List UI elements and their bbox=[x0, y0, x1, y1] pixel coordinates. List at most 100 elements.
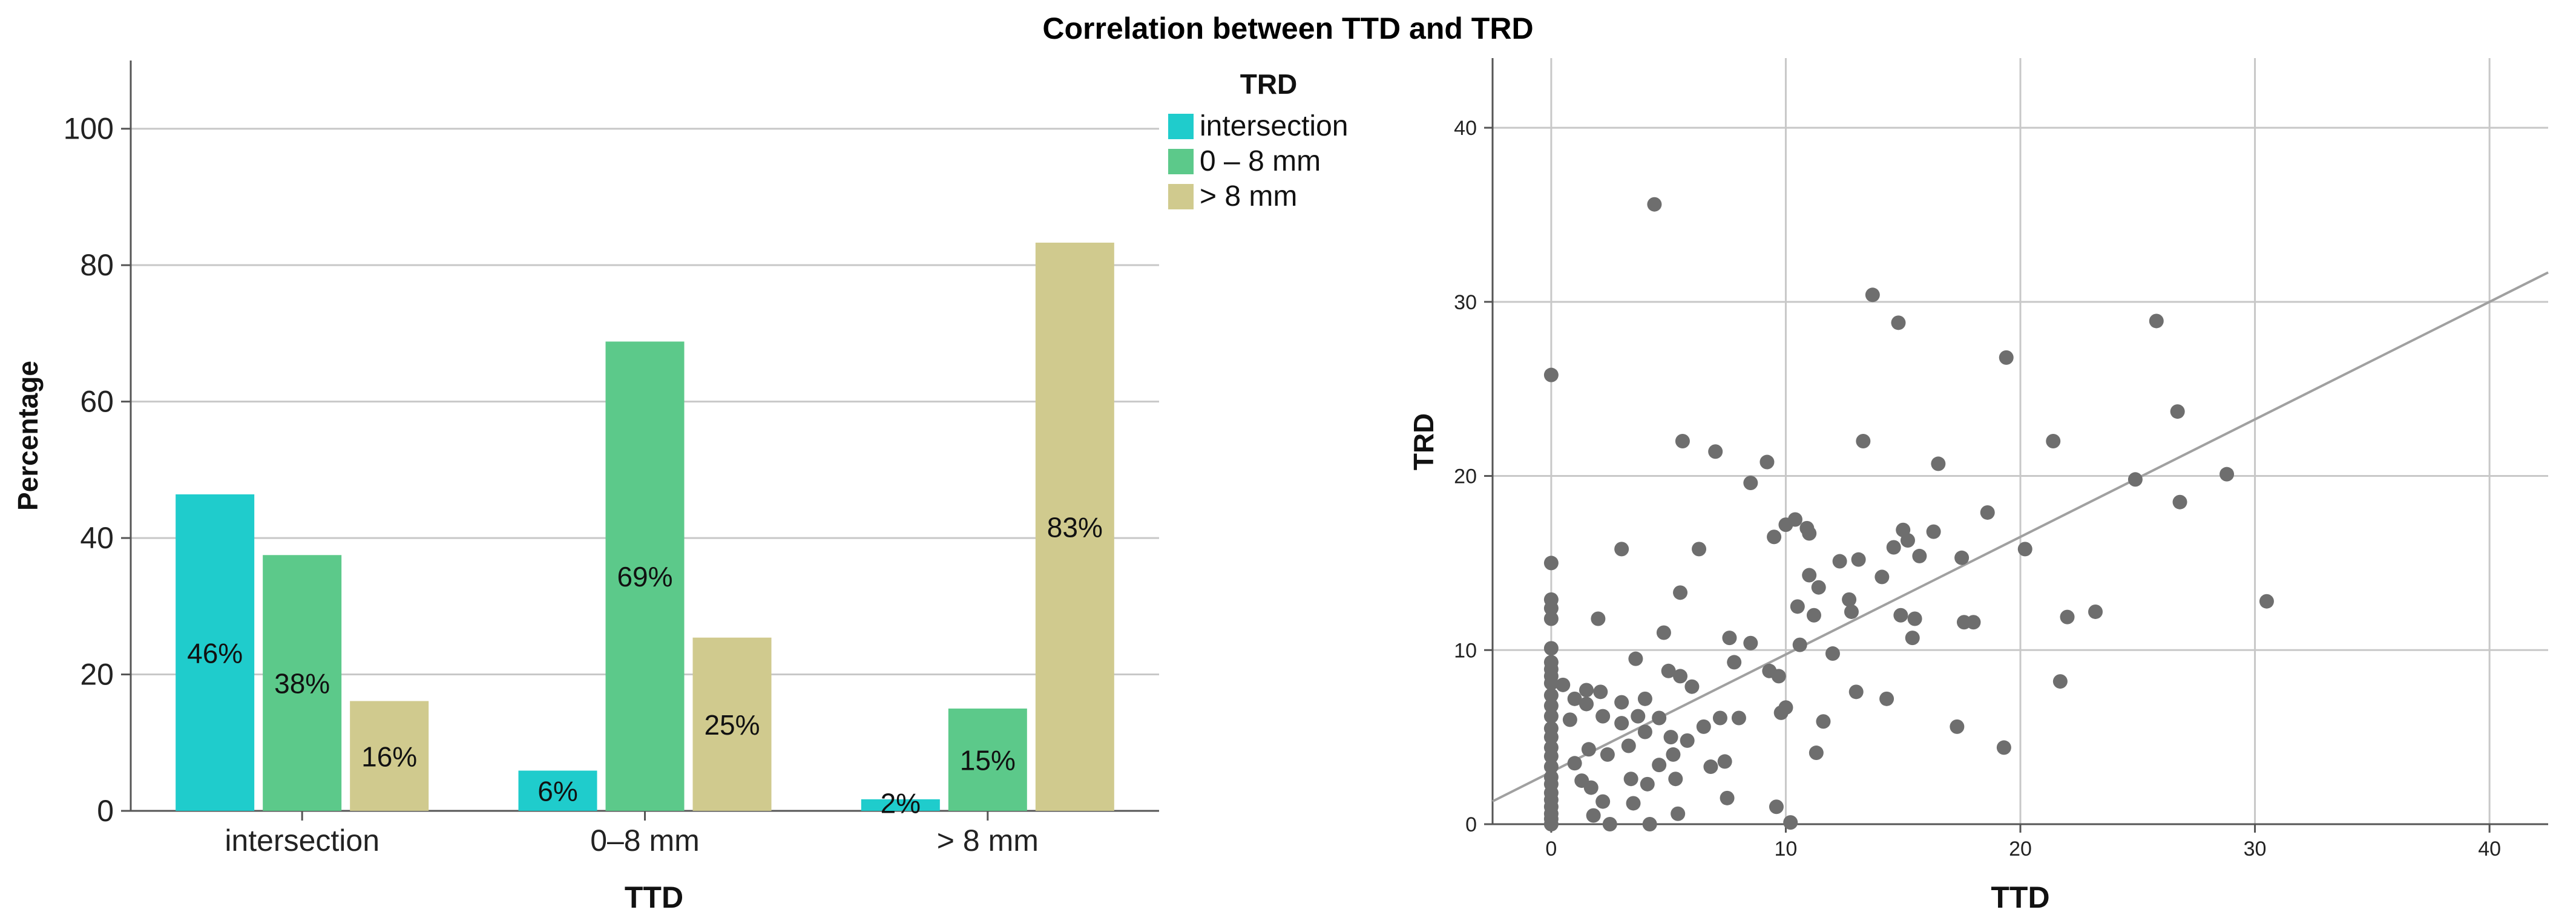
scatter-point bbox=[1543, 709, 1559, 724]
x-tick-label: 10 bbox=[1775, 837, 1798, 860]
scatter-point bbox=[1543, 698, 1559, 713]
scatter-point bbox=[1712, 710, 1727, 726]
scatter-point bbox=[1579, 696, 1594, 712]
scatter-point bbox=[2052, 674, 2068, 689]
scatter-point bbox=[1999, 350, 2014, 365]
scatter-point bbox=[1980, 505, 1995, 520]
scatter-point bbox=[1614, 716, 1629, 731]
scatter-point bbox=[1684, 679, 1700, 694]
scatter-point bbox=[1856, 434, 1871, 448]
scatter-point bbox=[1802, 568, 1817, 583]
scatter-point bbox=[1562, 712, 1577, 727]
bar bbox=[263, 555, 342, 811]
scatter-point bbox=[1543, 688, 1559, 703]
y-tick-label: 20 bbox=[1454, 465, 1477, 488]
scatter-point bbox=[1579, 683, 1594, 698]
bar-data-label: 83% bbox=[1047, 511, 1103, 543]
scatter-point bbox=[1893, 608, 1908, 623]
scatter-point bbox=[2149, 313, 2164, 329]
scatter-point bbox=[1637, 724, 1652, 739]
scatter-point bbox=[1996, 740, 2011, 755]
scatter-point bbox=[1543, 641, 1559, 656]
scatter-point bbox=[2060, 609, 2075, 624]
bar bbox=[948, 708, 1027, 811]
scatter-point bbox=[1621, 738, 1636, 753]
scatter-point bbox=[1886, 540, 1901, 555]
y-tick-label: 60 bbox=[80, 385, 114, 419]
legend-label: 0 – 8 mm bbox=[1200, 145, 1321, 177]
y-tick-label: 100 bbox=[64, 112, 114, 146]
scatter-point bbox=[1543, 556, 1559, 571]
scatter-point bbox=[1600, 747, 1615, 762]
scatter-point bbox=[1567, 691, 1582, 706]
scatter-point bbox=[1879, 691, 1894, 706]
legend-swatch bbox=[1168, 184, 1194, 209]
scatter-point bbox=[1543, 730, 1559, 745]
scatter-point bbox=[1844, 604, 1859, 619]
scatter-point bbox=[1848, 684, 1864, 700]
scatter-point bbox=[1950, 719, 1965, 734]
scatter-point bbox=[1656, 625, 1671, 640]
scatter-point bbox=[1717, 754, 1732, 769]
scatter-point bbox=[1842, 592, 1857, 607]
bar-data-label: 15% bbox=[960, 744, 1016, 776]
legend-title: TRD bbox=[1240, 68, 1298, 100]
scatter-point bbox=[1543, 367, 1559, 382]
scatter-point bbox=[1640, 776, 1655, 792]
scatter-point bbox=[1583, 780, 1598, 795]
scatter-point bbox=[1851, 552, 1866, 567]
x-axis-title: TTD bbox=[1991, 880, 2049, 914]
x-tick-label: > 8 mm bbox=[937, 824, 1039, 857]
x-tick-label: 30 bbox=[2244, 837, 2267, 860]
x-tick-label: 20 bbox=[2009, 837, 2032, 860]
bar bbox=[861, 799, 940, 811]
scatter-point bbox=[1760, 454, 1775, 470]
scatter-point bbox=[1543, 675, 1559, 690]
scatter-point bbox=[2128, 472, 2143, 487]
scatter-point bbox=[1806, 608, 1821, 623]
scatter-point bbox=[1905, 631, 1920, 646]
scatter-point bbox=[1591, 611, 1606, 626]
x-tick-label: 40 bbox=[2478, 837, 2501, 860]
scatter-point bbox=[1614, 695, 1629, 710]
scatter-point bbox=[2259, 594, 2274, 609]
scatter-point bbox=[2172, 494, 2187, 510]
scatter-point bbox=[2088, 604, 2103, 619]
scatter-point bbox=[1595, 794, 1611, 809]
scatter-point bbox=[1543, 601, 1559, 616]
scatter-point bbox=[1543, 749, 1559, 764]
scatter-point bbox=[1743, 476, 1758, 491]
scatter-point bbox=[1926, 524, 1941, 539]
chart-title: Correlation between TTD and TRD bbox=[1042, 11, 1534, 45]
scatter-point bbox=[1865, 287, 1880, 303]
scatter-point bbox=[1825, 646, 1840, 661]
bar-data-label: 2% bbox=[881, 787, 921, 819]
scatter-point bbox=[1722, 631, 1737, 646]
bar bbox=[692, 637, 772, 811]
scatter-point bbox=[1642, 817, 1657, 831]
scatter-point bbox=[1731, 710, 1746, 726]
x-tick-label: intersection bbox=[225, 824, 380, 857]
scatter-point bbox=[1912, 548, 1927, 563]
legend-label: intersection bbox=[1200, 110, 1348, 142]
scatter-point bbox=[1769, 799, 1784, 814]
y-tick-label: 40 bbox=[1454, 117, 1477, 140]
scatter-point bbox=[1966, 615, 1981, 630]
scatter-point bbox=[1668, 772, 1683, 787]
scatter-point bbox=[1581, 742, 1596, 757]
scatter-point bbox=[1543, 759, 1559, 775]
y-tick-label: 80 bbox=[80, 248, 114, 282]
scatter-point bbox=[1661, 663, 1676, 678]
scatter-point bbox=[1696, 719, 1711, 734]
scatter-point bbox=[1666, 747, 1681, 762]
scatter-point bbox=[1637, 691, 1652, 706]
scatter-point bbox=[1891, 315, 1906, 330]
legend-swatch bbox=[1168, 114, 1194, 139]
y-tick-label: 40 bbox=[80, 521, 114, 555]
bar bbox=[176, 494, 255, 811]
scatter-point bbox=[1743, 635, 1758, 651]
scatter-point bbox=[1787, 512, 1802, 527]
scatter-point bbox=[1663, 730, 1678, 745]
scatter-point bbox=[1692, 542, 1707, 557]
